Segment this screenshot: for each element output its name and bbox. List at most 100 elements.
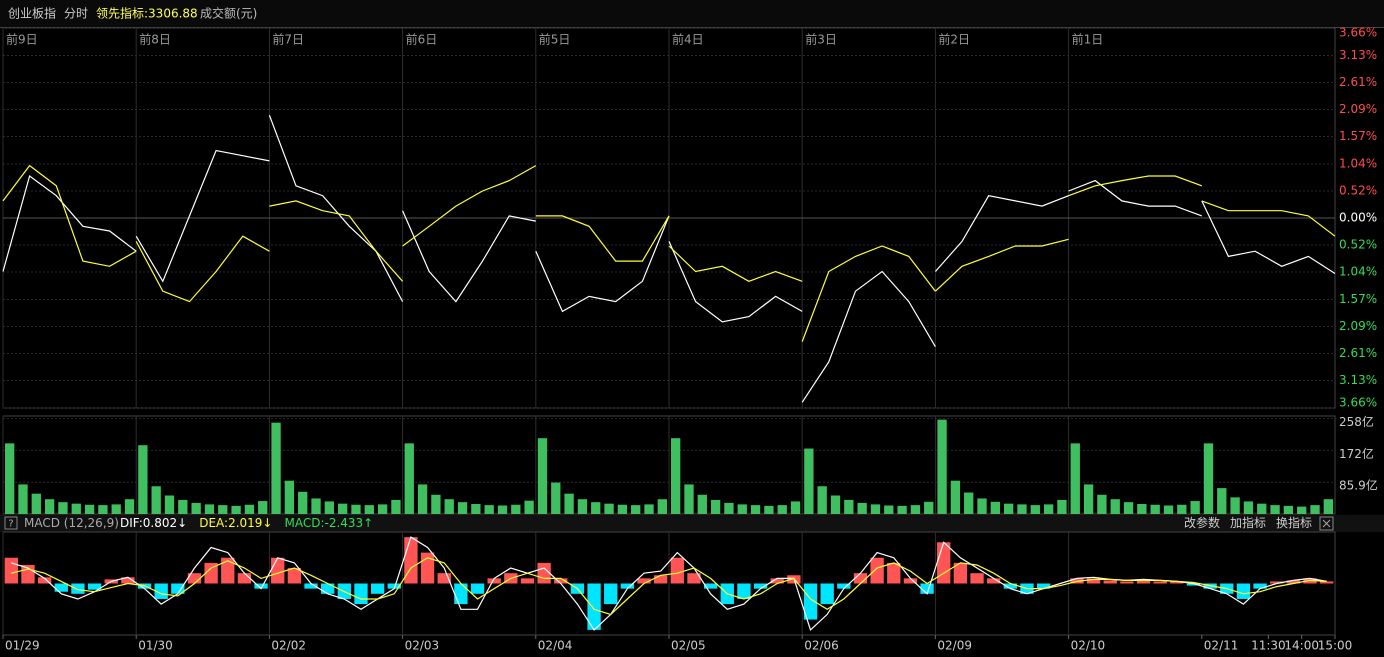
close-box[interactable] (1319, 516, 1334, 531)
macd-bar (287, 568, 302, 584)
bar (577, 499, 588, 514)
bar (417, 484, 428, 514)
bar (697, 494, 707, 514)
bar (990, 501, 1001, 514)
bar (790, 501, 801, 514)
y-tick-label: 172亿 (1339, 446, 1374, 461)
bar (551, 482, 561, 514)
macd-bar (1170, 581, 1184, 584)
macd-bar (1186, 583, 1201, 586)
y-tick-label: 85.9亿 (1339, 478, 1378, 493)
macd-bar (1153, 581, 1167, 584)
header-bar (0, 0, 1384, 27)
macd-bar (687, 573, 701, 584)
bar (1230, 497, 1240, 514)
help-box[interactable] (4, 516, 18, 530)
macd-bar (354, 583, 368, 605)
bar (537, 438, 548, 514)
macd-bar (853, 573, 868, 584)
bar (1270, 505, 1280, 514)
bar (404, 443, 414, 514)
macd-bar (387, 583, 401, 589)
y-tick-label: 0.52% (1339, 237, 1377, 251)
line (2, 164, 1336, 342)
macd-bar (54, 583, 68, 592)
bar (1137, 504, 1147, 514)
macd-bar (4, 557, 18, 584)
bar (1203, 443, 1214, 514)
macd-bar (1320, 581, 1334, 584)
macd-bar (587, 583, 601, 630)
bar (1043, 504, 1054, 514)
macd-bar (1286, 580, 1301, 584)
macd-bar (1036, 583, 1051, 589)
mode: 分时 (64, 7, 88, 21)
bar (644, 504, 654, 514)
bar (1057, 499, 1067, 514)
y-tick-label: 258亿 (1339, 414, 1374, 429)
macd-bar (271, 557, 285, 584)
x-tick-label: 01/30 (138, 639, 173, 653)
day-label: 前7日 (272, 32, 304, 47)
macd-bar (254, 583, 268, 589)
x-tick-label: 01/29 (5, 639, 40, 653)
bar (631, 505, 641, 514)
macd-bar (1103, 580, 1117, 584)
bar (857, 502, 867, 514)
bar (1083, 484, 1094, 514)
macd-bar (537, 562, 551, 584)
line (2, 114, 1336, 403)
bar (98, 505, 108, 514)
readout: DIF:0.802↓ (120, 516, 187, 530)
bar (1110, 499, 1120, 514)
help-icon[interactable]: ? (8, 519, 13, 530)
bar (910, 505, 921, 514)
button[interactable]: 改参数 (1184, 515, 1220, 530)
y-tick-label: 3.13% (1339, 373, 1377, 387)
macd-header-bar (0, 515, 1384, 532)
y-tick-label: 1.04% (1339, 157, 1377, 171)
macd-bar (803, 583, 818, 620)
bar (1177, 504, 1187, 514)
x-tick-label: 02/09 (937, 639, 972, 653)
macd-bar (71, 583, 85, 594)
macd-bar (753, 583, 768, 589)
bar (591, 502, 601, 514)
bar (497, 505, 508, 514)
x-tick-label: 02/11 (1204, 639, 1239, 653)
bar (44, 499, 55, 514)
bar (484, 505, 494, 514)
bar (1310, 505, 1320, 514)
bar (204, 504, 215, 514)
x-tick-label: 02/03 (405, 639, 440, 653)
bar (138, 445, 148, 514)
macd-bar (37, 577, 52, 584)
bar (4, 443, 15, 514)
macd-bar (1270, 581, 1284, 584)
button[interactable]: 换指标 (1276, 515, 1312, 530)
bar (1097, 494, 1107, 514)
bar (950, 480, 961, 514)
close-button[interactable] (1319, 516, 1334, 531)
bar (231, 505, 241, 514)
bar (284, 480, 295, 514)
indicator: 领先指标:3306.88 (96, 6, 198, 21)
bar (258, 501, 268, 514)
day-label: 前8日 (139, 32, 171, 47)
macd-bar (470, 583, 485, 594)
index-name: 创业板指 (8, 6, 56, 21)
y-tick-label: 1.57% (1339, 129, 1377, 143)
bar (844, 499, 854, 514)
bar (244, 504, 255, 514)
bar (1070, 443, 1080, 514)
bar (604, 503, 614, 514)
bar (524, 500, 534, 514)
bar (670, 438, 681, 514)
day-label: 前6日 (406, 32, 438, 47)
bar (1003, 503, 1014, 514)
bar (710, 499, 721, 514)
bar (71, 503, 81, 514)
button[interactable]: 加指标 (1230, 515, 1266, 530)
close-icon[interactable] (1322, 519, 1331, 528)
